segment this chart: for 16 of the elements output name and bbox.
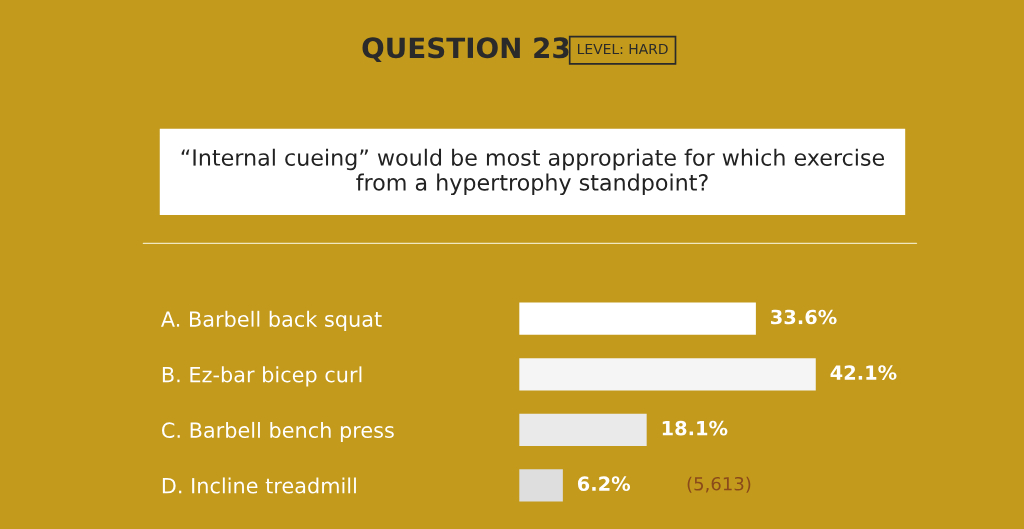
data-label: 18.1% [662, 420, 728, 436]
y-tick-label: A. Barbell back squat [161, 310, 382, 331]
data-label: 6.2% [577, 476, 631, 491]
y-tick-label: D. Incline treadmill [162, 477, 356, 494]
chart-title: “Internal cueing” would be most appropriate for which exercise from a hypertrophy standpoint? [181, 148, 885, 196]
y-tick-label: C. Barbell bench press [162, 421, 394, 443]
annotation: (5,613) [687, 476, 751, 493]
y-tick-label: B. Ez-bar bicep curl [162, 366, 362, 387]
data-label: 33.6% [771, 309, 837, 325]
bar [519, 358, 816, 391]
bar [519, 413, 647, 446]
text: QUESTION 23 [362, 37, 569, 62]
text: LEVEL: HARD [578, 43, 668, 55]
bar [519, 302, 756, 335]
bar [519, 469, 563, 502]
data-label: 42.1% [830, 365, 897, 380]
